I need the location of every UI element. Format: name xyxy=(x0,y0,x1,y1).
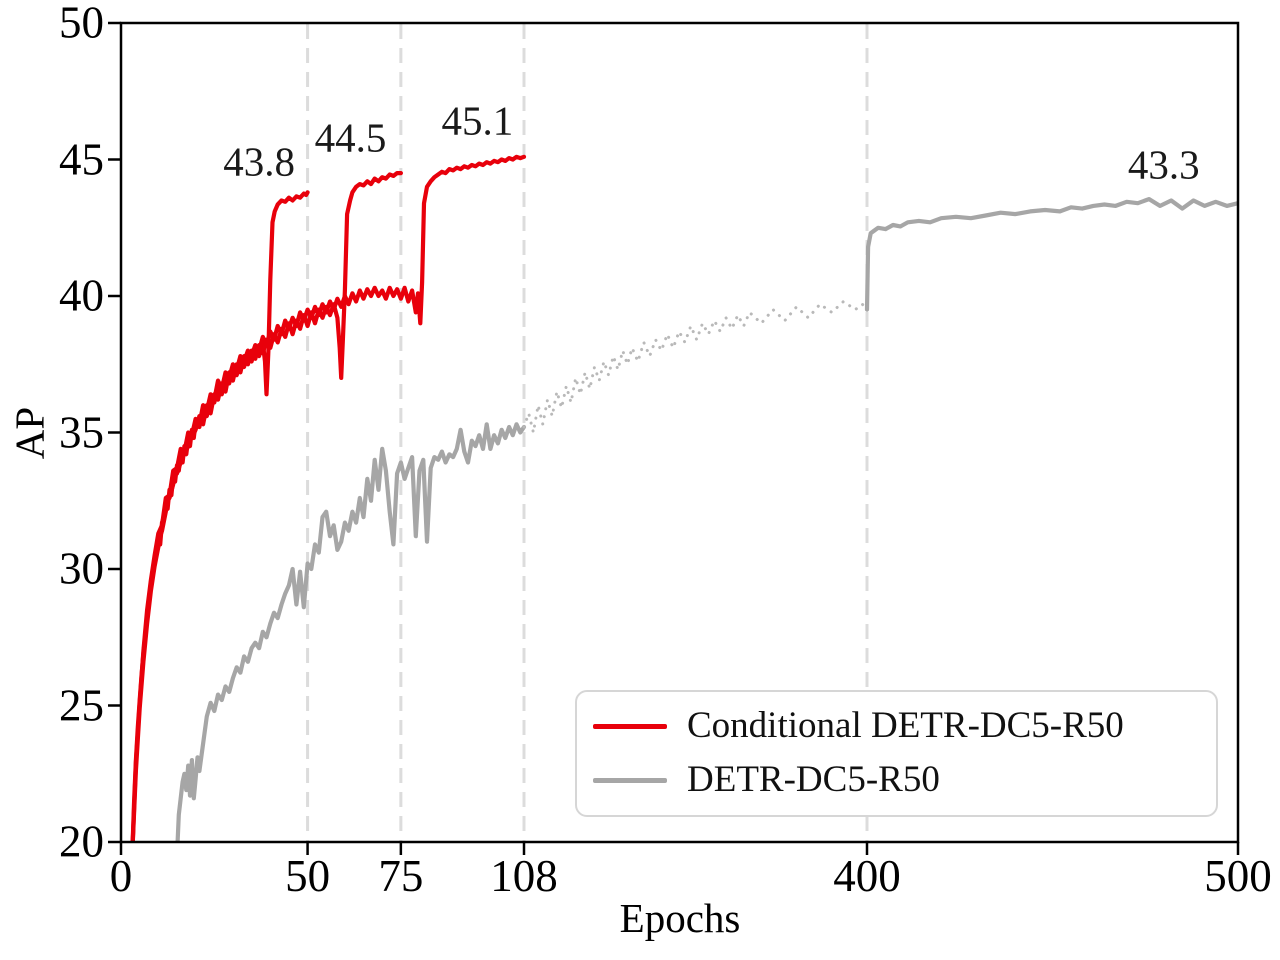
x-tick-label-500: 500 xyxy=(1204,851,1272,901)
x-tick-label-50: 50 xyxy=(285,851,331,901)
legend-label-detr: DETR-DC5-R50 xyxy=(687,759,940,800)
x-tick-label-75: 75 xyxy=(378,851,424,901)
series-detr-dc5-r50-epochs-108-400-dotted-compressed-axis xyxy=(522,300,869,434)
series-detr-dc5-r50-epochs-0-108 xyxy=(175,422,527,842)
legend-line-gray xyxy=(593,777,667,783)
y-tick-label-40: 40 xyxy=(59,270,104,321)
annotation-44-5: 44.5 xyxy=(314,114,387,161)
annotation-43-8: 43.8 xyxy=(223,138,295,185)
legend-entry-conditional-detr: Conditional DETR-DC5-R50 xyxy=(593,705,1216,748)
y-tick-label-20: 20 xyxy=(59,816,104,867)
y-tick-label-50: 50 xyxy=(59,0,104,48)
legend-entry-detr: DETR-DC5-R50 xyxy=(593,759,1216,802)
legend: Conditional DETR-DC5-R50 DETR-DC5-R50 xyxy=(575,690,1218,817)
series-detr-dc5-r50-epochs-400-500 xyxy=(864,197,1238,312)
x-tick-label-0: 0 xyxy=(109,851,133,901)
y-tick-label-45: 45 xyxy=(59,134,104,184)
series-conditional-detr-dc5-r50-75-epoch-run xyxy=(130,171,403,842)
series-conditional-detr-dc5-r50-50-epoch-run xyxy=(130,190,310,842)
x-tick-label-400: 400 xyxy=(833,851,901,901)
x-axis-label: Epochs xyxy=(619,895,741,941)
legend-label-conditional-detr: Conditional DETR-DC5-R50 xyxy=(687,705,1124,747)
legend-line-red xyxy=(593,724,667,730)
annotation-43-3: 43.3 xyxy=(1127,141,1200,188)
y-tick-label-35: 35 xyxy=(59,407,104,457)
annotation-45-1: 45.1 xyxy=(441,97,514,144)
x-tick-label-108: 108 xyxy=(490,851,558,901)
y-axis-label: AP xyxy=(6,406,53,460)
series-conditional-detr-dc5-r50-108-epoch-run xyxy=(130,154,527,842)
y-tick-label-25: 25 xyxy=(59,680,104,730)
y-tick-label-30: 30 xyxy=(59,543,104,594)
